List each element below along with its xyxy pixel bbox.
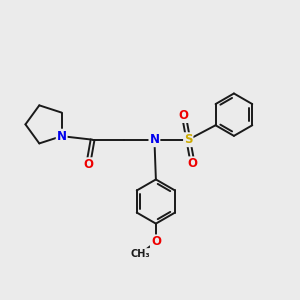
Text: O: O <box>83 158 93 171</box>
Text: O: O <box>188 157 198 170</box>
Text: S: S <box>184 133 193 146</box>
Text: N: N <box>149 133 159 146</box>
Text: O: O <box>179 109 189 122</box>
Text: N: N <box>57 130 67 143</box>
Text: CH₃: CH₃ <box>131 249 150 259</box>
Text: O: O <box>151 236 161 248</box>
